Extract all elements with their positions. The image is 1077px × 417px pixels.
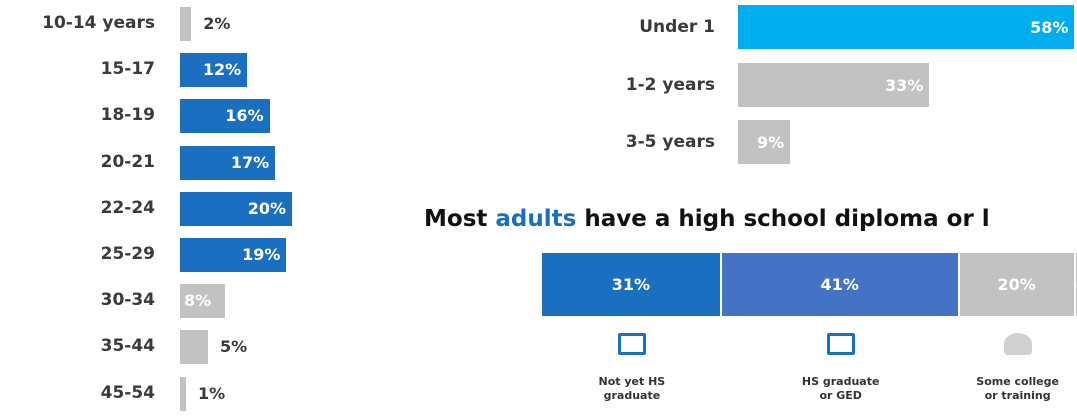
- stacked-segment: 41%: [721, 253, 958, 316]
- duration-bar: [738, 120, 791, 164]
- title-text: have a high school diploma or l: [576, 206, 990, 232]
- age-category-label: 30-34: [100, 290, 155, 311]
- stacked-segment: 20%: [959, 253, 1074, 316]
- age-bar: [180, 284, 225, 319]
- chart-title: Most adults have a high school diploma o…: [424, 206, 990, 232]
- age-value-label: 5%: [220, 337, 248, 357]
- duration-value-label: 33%: [885, 75, 924, 95]
- duration-category-label: 3-5 years: [625, 132, 715, 152]
- title-highlight: adults: [495, 206, 577, 232]
- stacked-segment: 8: [1075, 253, 1077, 316]
- title-text: Most: [424, 206, 496, 232]
- education-category-label: Not yet HS graduate: [598, 375, 666, 402]
- education-category-label: Ce or: [1039, 375, 1077, 403]
- duration-value-label: 9%: [757, 133, 785, 152]
- age-category-label: 20-21: [100, 151, 155, 172]
- age-category-label: 35-44: [100, 336, 155, 357]
- laptop-icon: [617, 333, 646, 355]
- diploma-icon: [826, 333, 855, 355]
- age-category-label: 18-19: [100, 105, 155, 126]
- age-value-label: 1%: [198, 383, 226, 403]
- age-bar: [180, 191, 292, 226]
- age-bar: [180, 53, 248, 88]
- age-value-label: 12%: [202, 60, 242, 80]
- duration-category-label: Under 1: [639, 17, 715, 37]
- education-category-label: HS graduate or GED: [801, 375, 880, 402]
- age-category-label: 22-24: [100, 197, 155, 218]
- graduate-icon: [1003, 333, 1032, 355]
- age-category-label: 10-14 years: [42, 13, 155, 33]
- age-category-label: 45-54: [100, 382, 155, 403]
- stacked-segment: 31%: [542, 253, 720, 316]
- age-bar: [180, 145, 276, 180]
- age-category-label: 25-29: [100, 244, 155, 264]
- age-bar: [180, 99, 270, 134]
- age-value-label: 20%: [247, 198, 286, 218]
- duration-bar: [738, 5, 1075, 49]
- age-value-label: 19%: [242, 245, 281, 264]
- age-value-label: 16%: [225, 106, 264, 126]
- education-category-label: Some college or training: [976, 375, 1059, 402]
- age-category-label: 15-17: [100, 59, 155, 80]
- age-value-label: 17%: [230, 152, 270, 172]
- duration-value-label: 58%: [1030, 18, 1069, 37]
- age-bar: [180, 238, 287, 272]
- age-bar: [180, 376, 186, 411]
- duration-bar: [738, 62, 930, 107]
- duration-category-label: 1-2 years: [625, 74, 715, 95]
- age-bar: [180, 330, 208, 365]
- age-value-label: 8%: [184, 291, 212, 311]
- age-bar: [180, 7, 192, 41]
- age-value-label: 2%: [203, 14, 231, 33]
